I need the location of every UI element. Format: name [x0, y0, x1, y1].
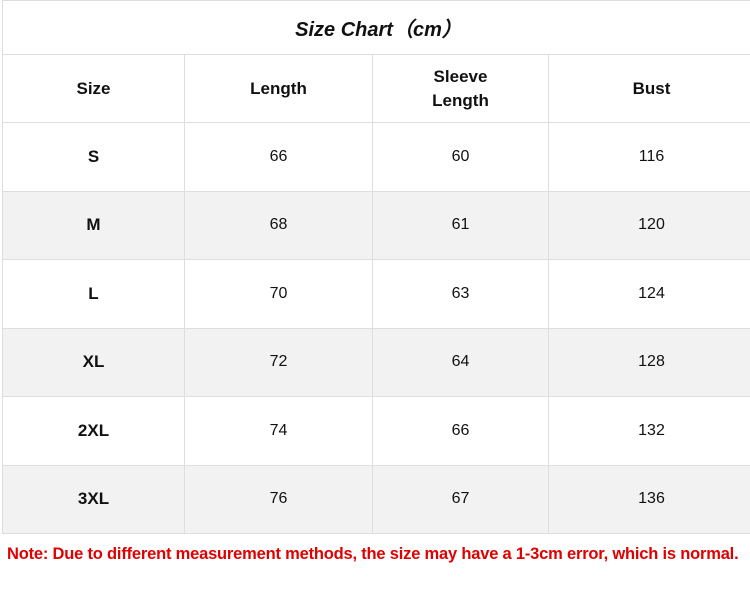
size-cell: S: [2, 122, 185, 192]
value-cell: 70: [184, 259, 373, 329]
measurement-note: Note: Due to different measurement metho…: [7, 545, 739, 563]
value-cell: 64: [372, 327, 549, 397]
size-cell: XL: [2, 327, 185, 397]
size-chart-table: Size Chart（cm） Size Length Sleeve Length…: [1, 0, 750, 534]
column-header-label: Sleeve Length: [432, 66, 489, 110]
value-cell: 116: [547, 122, 750, 192]
header-row: Size Length Sleeve Length Bust: [2, 54, 750, 123]
value-cell: 61: [372, 190, 549, 260]
table-row: 2XL 74 66 132: [2, 396, 750, 466]
column-header: Bust: [547, 54, 750, 123]
table-row: S 66 60 116: [2, 122, 750, 192]
value-cell: 68: [184, 190, 373, 260]
table-row: L 70 63 124: [2, 259, 750, 329]
value-cell: 136: [547, 464, 750, 534]
column-header: Sleeve Length: [372, 54, 549, 123]
value-cell: 60: [372, 122, 549, 192]
value-cell: 76: [184, 464, 373, 534]
value-cell: 128: [547, 327, 750, 397]
size-cell: 2XL: [2, 396, 185, 466]
column-header: Length: [184, 54, 373, 123]
value-cell: 74: [184, 396, 373, 466]
size-cell: M: [2, 190, 185, 260]
value-cell: 63: [372, 259, 549, 329]
value-cell: 124: [547, 259, 750, 329]
size-cell: L: [2, 259, 185, 329]
table-row: M 68 61 120: [2, 190, 750, 260]
table-row: XL 72 64 128: [2, 327, 750, 397]
size-cell: 3XL: [2, 464, 185, 534]
value-cell: 72: [184, 327, 373, 397]
column-header: Size: [2, 54, 185, 123]
value-cell: 66: [372, 396, 549, 466]
value-cell: 66: [184, 122, 373, 192]
value-cell: 120: [547, 190, 750, 260]
table-row: 3XL 76 67 136: [2, 464, 750, 534]
value-cell: 67: [372, 464, 549, 534]
table-title: Size Chart（cm）: [1, 0, 750, 55]
value-cell: 132: [547, 396, 750, 466]
